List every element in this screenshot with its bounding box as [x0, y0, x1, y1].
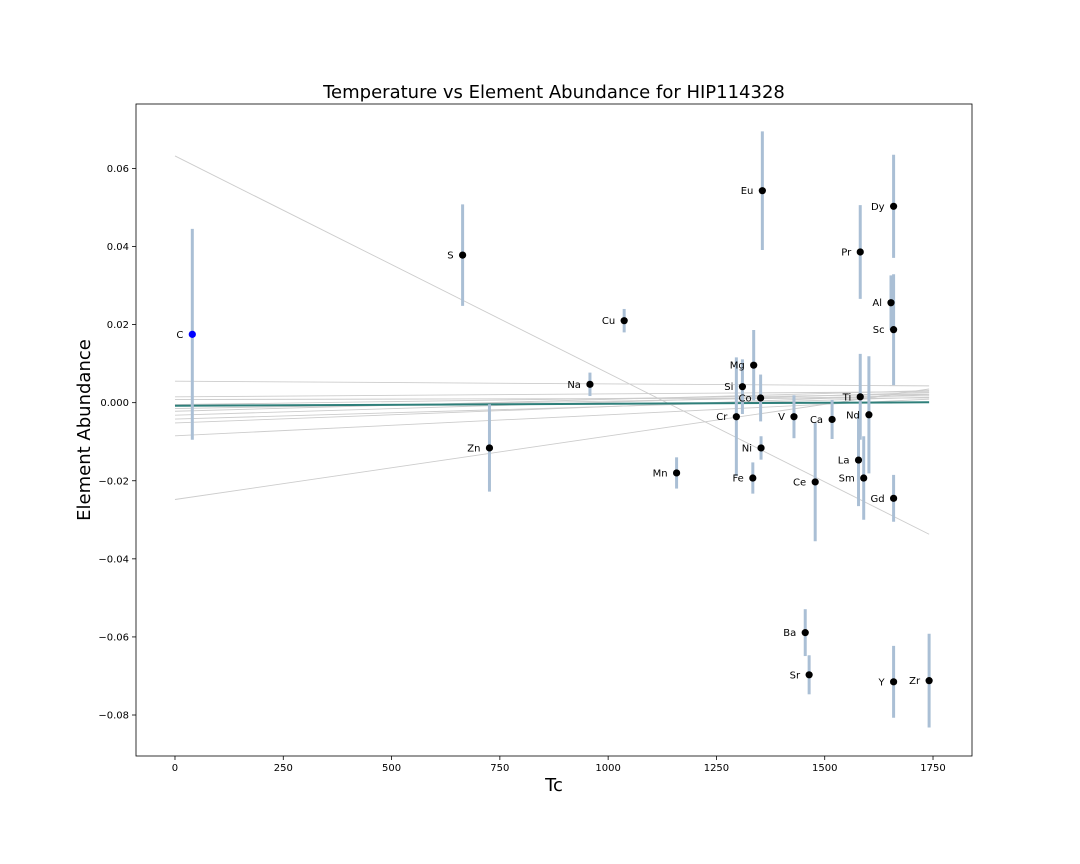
fit-line-0	[174, 155, 930, 535]
point-label-sc: Sc	[873, 325, 885, 336]
point-label-ba: Ba	[783, 628, 796, 639]
point-label-ti: Ti	[842, 392, 852, 403]
plot-frame	[135, 103, 973, 757]
point-label-eu: Eu	[741, 186, 754, 197]
point-zn	[485, 444, 494, 452]
point-label-cr: Cr	[716, 412, 728, 423]
point-pr	[856, 248, 864, 256]
point-cr	[732, 413, 740, 421]
fit-line-4	[174, 397, 930, 400]
point-co	[757, 394, 765, 402]
point-label-na: Na	[567, 380, 581, 391]
y-tick-label-4: −0.02	[98, 476, 129, 487]
fit-line-1	[174, 388, 930, 500]
point-sc	[889, 326, 898, 334]
x-tick-label-3: 750	[490, 763, 509, 774]
fit-lines-layer	[174, 155, 930, 535]
x-axis-ticks: 0 250 500 750 1000 1250 1500 1750	[172, 756, 946, 774]
point-label-mn: Mn	[653, 468, 668, 479]
y-axis-ticks: 0.06 0.04 0.02 0.000 −0.02 −0.04 −0.06 −0.08	[98, 164, 136, 722]
point-fe	[749, 474, 757, 482]
point-label-nd: Nd	[846, 410, 860, 421]
best-fit-line	[174, 401, 930, 407]
point-label-zn: Zn	[467, 443, 480, 454]
point-ti	[856, 393, 864, 401]
point-ce	[811, 478, 819, 486]
fit-line-2	[174, 380, 930, 387]
point-ni	[757, 444, 765, 452]
y-tick-label-5: −0.04	[98, 554, 129, 565]
fit-line-9	[174, 396, 930, 420]
point-al	[887, 299, 895, 307]
point-labels-layer: C S Zn Na Cu Mn Cr Si Fe Mg Co Ni Eu V Ba Sr Ce Ca La Pr Ti S…	[176, 186, 921, 688]
point-label-ce: Ce	[793, 477, 806, 488]
y-tick-label-3: 0.000	[100, 398, 129, 409]
point-label-si: Si	[724, 382, 733, 393]
fit-line-7	[174, 390, 930, 412]
y-tick-label-2: 0.02	[107, 320, 129, 331]
point-s	[459, 251, 467, 259]
chart-title: Temperature vs Element Abundance for HIP…	[322, 82, 785, 103]
point-label-sm: Sm	[839, 474, 855, 485]
x-tick-label-1: 250	[274, 763, 293, 774]
point-label-fe: Fe	[732, 474, 743, 485]
point-sm	[860, 474, 868, 482]
point-ba	[801, 629, 809, 637]
point-label-v: V	[778, 412, 785, 423]
point-eu	[758, 187, 766, 195]
point-label-dy: Dy	[871, 202, 885, 213]
x-tick-label-6: 1500	[812, 763, 837, 774]
point-label-la: La	[838, 456, 850, 467]
fit-line-6	[174, 395, 930, 409]
point-ca	[828, 415, 836, 424]
point-sr	[805, 671, 813, 679]
point-label-ni: Ni	[742, 443, 752, 454]
point-gd	[889, 494, 898, 502]
x-tick-label-4: 1000	[595, 763, 620, 774]
points-layer	[188, 187, 933, 686]
fit-line-5	[174, 393, 930, 406]
point-label-c: C	[176, 330, 183, 341]
point-c	[188, 330, 196, 338]
x-tick-label-5: 1250	[704, 763, 729, 774]
y-tick-label-7: −0.08	[98, 711, 129, 722]
point-mg	[750, 361, 758, 369]
x-tick-label-2: 500	[382, 763, 401, 774]
point-na	[586, 380, 594, 388]
point-mn	[672, 469, 681, 477]
y-tick-label-6: −0.06	[98, 632, 129, 643]
point-si	[738, 383, 747, 391]
fit-line-3	[174, 391, 930, 398]
point-nd	[865, 411, 873, 419]
point-label-ca: Ca	[810, 415, 823, 426]
fit-line-11	[174, 398, 930, 437]
point-label-gd: Gd	[870, 494, 884, 505]
point-la	[854, 456, 863, 464]
point-v	[790, 413, 798, 421]
point-label-pr: Pr	[841, 247, 852, 258]
point-label-sr: Sr	[790, 670, 801, 681]
point-label-zr: Zr	[909, 676, 921, 687]
point-y	[889, 678, 898, 686]
y-axis-label: Element Abundance	[74, 339, 95, 521]
point-label-al: Al	[872, 298, 882, 309]
point-zr	[925, 677, 933, 685]
fit-line-10	[174, 394, 930, 424]
y-tick-label-0: 0.06	[107, 164, 129, 175]
point-dy	[889, 202, 898, 210]
x-axis-label: Tc	[544, 775, 563, 796]
point-label-cu: Cu	[602, 316, 615, 327]
point-label-mg: Mg	[730, 361, 745, 372]
point-label-co: Co	[739, 393, 752, 404]
point-cu	[620, 317, 628, 325]
x-tick-label-0: 0	[172, 763, 178, 774]
point-label-y: Y	[877, 677, 885, 688]
y-tick-label-1: 0.04	[107, 242, 129, 253]
x-tick-label-7: 1750	[920, 763, 945, 774]
point-label-s: S	[447, 251, 453, 262]
